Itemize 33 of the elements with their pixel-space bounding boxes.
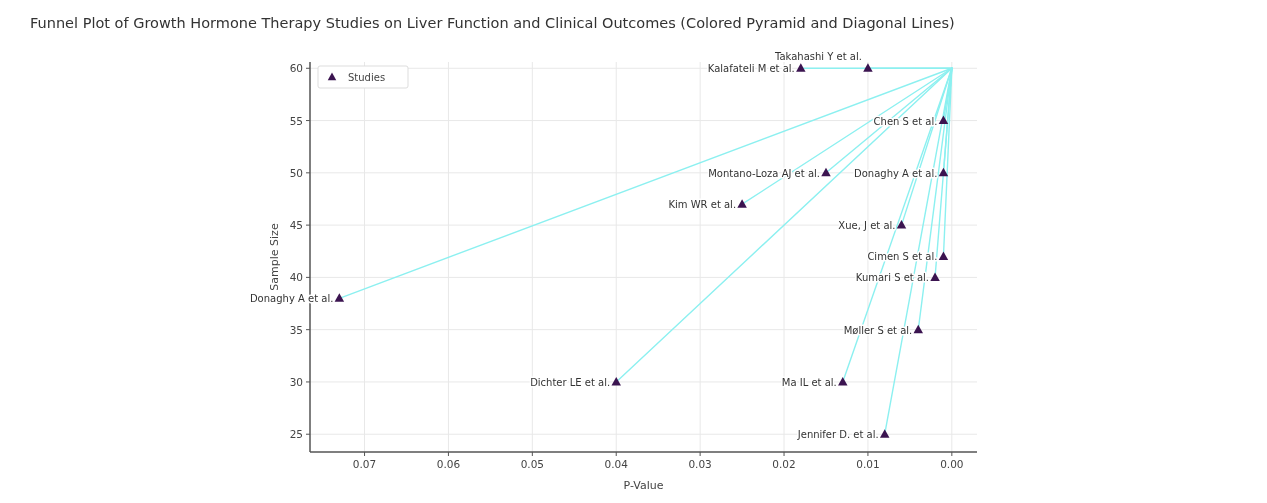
annotation: Chen S et al. — [873, 115, 938, 127]
y-tick-label: 60 — [289, 62, 303, 75]
annotation: Takahashi Y et al. — [774, 51, 862, 63]
annotation: Jennifer D. et al. — [796, 429, 879, 441]
annotation: Donaghy A et al. — [854, 167, 938, 179]
y-axis-title: Sample Size — [268, 223, 281, 291]
annotation: Ma IL et al. — [781, 376, 837, 388]
chart-title: Funnel Plot of Growth Hormone Therapy Studies on Liver Function and Clinical Outcomes (Colored Pyramid and Diagonal Lines) — [30, 15, 955, 31]
y-tick-label: 35 — [289, 323, 303, 336]
annotation: Montano-Loza AJ et al. — [708, 167, 820, 179]
y-tick-label: 45 — [289, 219, 303, 232]
annotation: Kalafateli M et al. — [707, 63, 795, 75]
y-tick-label: 30 — [289, 375, 303, 388]
x-tick-label: 0.01 — [856, 458, 880, 470]
x-tick-label: 0.05 — [520, 458, 545, 470]
y-tick-label: 55 — [289, 114, 303, 127]
x-tick-label: 0.06 — [436, 458, 461, 470]
annotation: Kim WR et al. — [668, 199, 737, 211]
annotation: Møller S et al. — [843, 324, 913, 336]
x-tick-label: 0.04 — [604, 458, 629, 470]
x-axis-title: P-Value — [623, 479, 664, 492]
x-tick-label: 0.03 — [688, 458, 712, 470]
x-tick-label: 0.07 — [352, 458, 377, 470]
annotation: Cimen S et al. — [867, 251, 938, 263]
x-tick-label: 0.02 — [772, 458, 796, 470]
y-tick-label: 40 — [289, 271, 303, 284]
legend-label: Studies — [348, 72, 386, 83]
annotation: Xue, J et al. — [838, 220, 896, 232]
x-tick-label: 0.00 — [940, 458, 964, 470]
annotation: Kumari S et al. — [855, 272, 930, 284]
annotation: Dichter LE et al. — [530, 376, 611, 388]
y-tick-label: 25 — [289, 428, 303, 441]
y-tick-label: 50 — [289, 166, 303, 179]
